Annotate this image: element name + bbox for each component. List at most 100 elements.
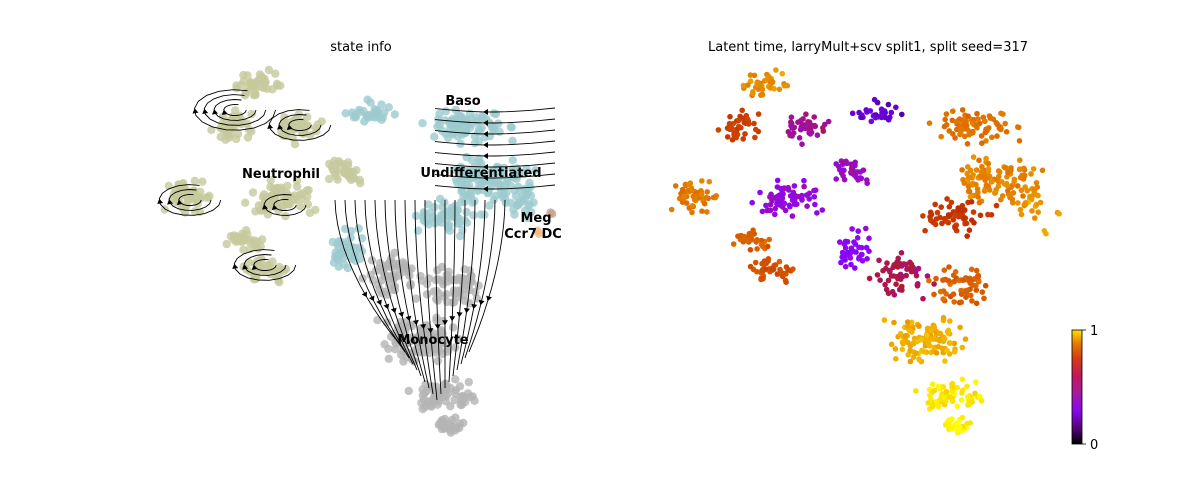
latent-time-point — [843, 158, 849, 165]
cell-point — [374, 113, 383, 122]
cell-point — [223, 130, 232, 139]
cell-point — [457, 130, 467, 139]
cell-point — [450, 298, 459, 307]
latent-time-point — [975, 273, 982, 280]
latent-time-point — [814, 132, 821, 138]
streamline-arrow — [471, 303, 478, 310]
streamline-arrow — [212, 109, 218, 115]
latent-time-point — [812, 187, 819, 193]
latent-time-point — [1015, 124, 1022, 131]
cell-point — [476, 210, 486, 219]
streamline-arrow — [449, 316, 456, 322]
latent-time-point — [741, 233, 747, 240]
latent-time-point — [961, 215, 968, 221]
colorbar: 1 0 — [1071, 324, 1098, 453]
latent-time-point — [1016, 166, 1023, 173]
streamline-arrow — [483, 174, 489, 181]
cell-point — [190, 207, 200, 216]
cluster-label-undifferentiated: Undifferentiated — [420, 166, 541, 181]
latent-time-point — [791, 183, 798, 189]
latent-time-point — [940, 384, 947, 390]
cell-point — [303, 192, 312, 201]
latent-time-point — [729, 137, 736, 143]
latent-time-point — [833, 176, 839, 182]
cell-point — [380, 340, 389, 349]
latent-time-point — [946, 264, 952, 270]
latent-time-point — [783, 279, 789, 286]
latent-time-point — [689, 209, 695, 216]
latent-time-point — [799, 141, 805, 147]
latent-time-point — [735, 117, 742, 124]
latent-time-point — [772, 205, 779, 212]
latent-time-point — [668, 206, 675, 213]
streamline-arrow — [427, 328, 434, 334]
cell-point — [465, 266, 474, 275]
latent-time-point — [976, 393, 983, 400]
cell-point — [207, 125, 216, 135]
latent-time-point — [759, 208, 766, 215]
latent-time-point — [776, 258, 783, 265]
streamline — [344, 199, 406, 353]
latent-time-point — [933, 350, 940, 356]
latent-time-point — [758, 237, 765, 244]
cell-point — [437, 329, 446, 338]
latent-time-point — [788, 114, 795, 120]
latent-time-point — [943, 122, 950, 128]
cell-point — [233, 129, 243, 139]
latent-time-point — [1021, 165, 1027, 172]
cell-point — [390, 110, 399, 119]
latent-time-point — [757, 189, 763, 196]
latent-time-point — [781, 82, 788, 89]
latent-time-point — [692, 197, 699, 204]
latent-time-point — [803, 111, 809, 117]
latent-time-point — [963, 294, 969, 301]
cell-point — [331, 252, 340, 262]
latent-time-point — [936, 338, 943, 344]
latent-time-point — [839, 254, 845, 260]
latent-time-point — [985, 160, 992, 167]
latent-time-point — [973, 379, 979, 385]
streamline — [414, 199, 434, 395]
streamline — [364, 199, 414, 365]
cell-point — [533, 226, 542, 235]
streamline — [434, 173, 556, 179]
latent-time-point — [942, 358, 948, 364]
cell-point — [438, 392, 447, 402]
streamline — [452, 199, 466, 377]
streamline — [464, 199, 496, 359]
latent-time-point — [956, 208, 963, 214]
cell-point — [443, 211, 453, 220]
latent-time-point — [704, 189, 710, 195]
latent-time-point — [946, 128, 952, 134]
latent-time-point — [983, 138, 989, 144]
latent-time-point — [735, 233, 741, 239]
latent-time-point — [853, 169, 859, 175]
latent-time-point — [933, 275, 939, 282]
latent-time-point — [703, 194, 710, 201]
latent-time-point — [883, 265, 889, 272]
latent-time-point — [754, 237, 760, 243]
latent-time-point — [989, 178, 995, 185]
latent-time-point — [760, 243, 766, 250]
latent-time-point — [766, 73, 772, 80]
cell-point — [510, 210, 519, 219]
latent-time-point — [966, 174, 972, 181]
cell-point — [331, 171, 341, 180]
streamline — [434, 129, 556, 135]
cell-point — [437, 276, 447, 286]
streamline — [448, 199, 456, 383]
latent-time-point — [752, 259, 759, 266]
cell-point — [292, 176, 302, 185]
latent-time-point — [1003, 129, 1010, 135]
streamline — [434, 162, 556, 168]
latent-time-point — [959, 126, 965, 133]
latent-time-point — [791, 201, 798, 207]
latent-time-point — [958, 291, 965, 298]
latent-time-point — [751, 72, 758, 79]
latent-time-point — [964, 420, 970, 427]
cell-point — [423, 386, 432, 395]
cell-point — [489, 124, 499, 133]
latent-time-point — [920, 213, 926, 219]
cell-point — [239, 245, 248, 254]
latent-time-point — [855, 228, 861, 234]
